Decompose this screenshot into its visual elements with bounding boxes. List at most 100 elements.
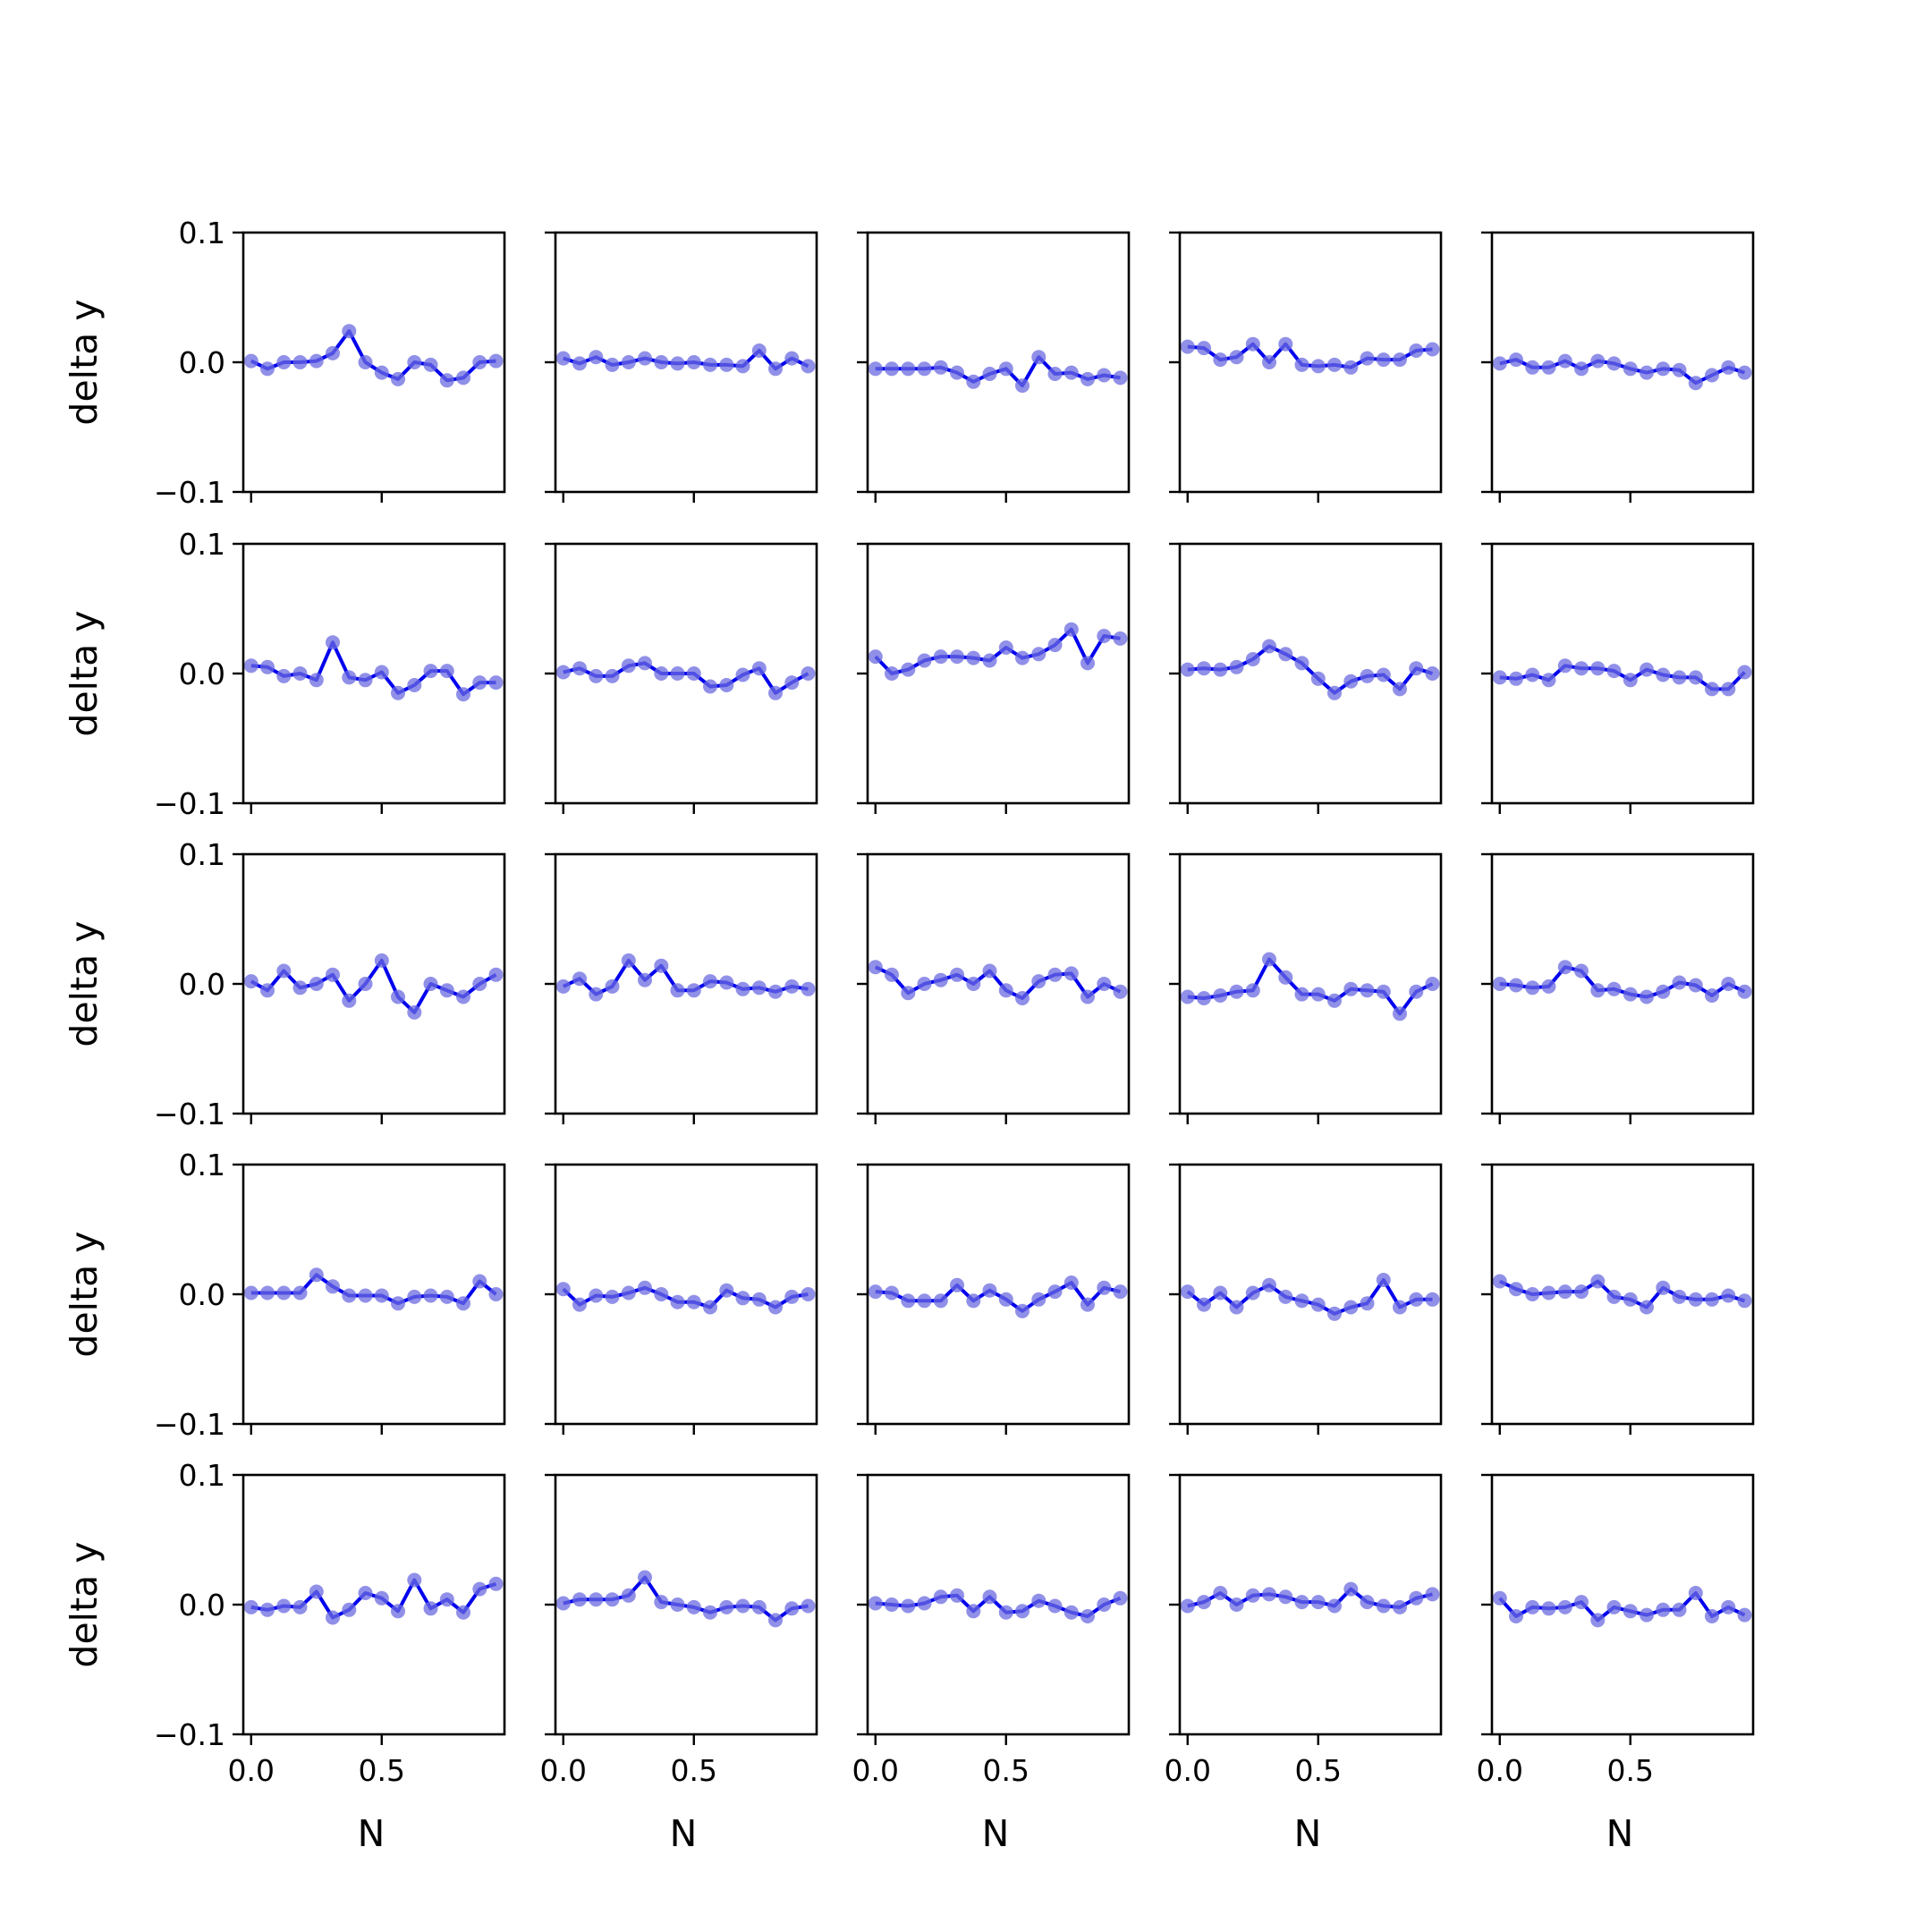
data-point <box>885 1597 899 1612</box>
data-point <box>1278 336 1293 352</box>
subplot-r3-c4 <box>1169 852 1443 1124</box>
data-point <box>950 1588 964 1603</box>
y-tick-label: −0.1 <box>154 475 225 510</box>
x-axis-label: N <box>670 1812 698 1855</box>
data-point <box>1197 661 1211 676</box>
series-line <box>1187 1587 1433 1609</box>
data-point <box>719 678 734 692</box>
data-point <box>309 977 324 991</box>
data-point <box>982 1283 997 1298</box>
data-point <box>901 1598 916 1614</box>
data-point <box>1656 667 1671 682</box>
data-point <box>243 658 258 674</box>
data-point <box>768 1613 783 1628</box>
data-point <box>1492 670 1507 685</box>
data-point <box>784 1289 800 1304</box>
data-point <box>374 1288 389 1303</box>
data-point <box>472 355 487 369</box>
data-point <box>326 1610 340 1625</box>
data-point <box>309 353 324 369</box>
data-point <box>358 1288 373 1303</box>
data-point <box>1557 1284 1572 1300</box>
data-point <box>605 1592 620 1607</box>
data-point <box>472 977 487 991</box>
data-point <box>1213 988 1228 1003</box>
data-point <box>407 1572 422 1588</box>
data-point <box>1097 1280 1112 1295</box>
data-point <box>1393 1006 1407 1021</box>
data-point <box>488 1576 504 1591</box>
data-point <box>555 1282 571 1297</box>
data-point <box>1015 1303 1030 1318</box>
data-point <box>1063 1605 1079 1620</box>
data-point <box>472 1274 487 1289</box>
data-point <box>1721 1599 1736 1614</box>
data-point <box>456 370 470 386</box>
data-point <box>555 351 571 366</box>
data-point <box>1492 1590 1507 1606</box>
data-point <box>654 355 669 369</box>
data-point <box>1080 371 1095 386</box>
data-point <box>1015 991 1030 1005</box>
data-point <box>391 371 405 386</box>
subplot-r2-c1: 0.1 0.0 −0.1 delta y <box>63 527 506 821</box>
data-point <box>1705 682 1719 697</box>
data-point <box>1245 1285 1260 1301</box>
subplot-r3-c2 <box>545 852 818 1124</box>
data-point <box>1606 1599 1622 1614</box>
data-point <box>1409 1590 1424 1606</box>
data-point <box>1409 343 1424 358</box>
data-point <box>868 960 883 975</box>
y-tick-label: 0.1 <box>179 837 225 872</box>
y-tick-label: −0.1 <box>154 1407 225 1442</box>
data-point <box>1047 1284 1063 1300</box>
data-point <box>801 1287 816 1301</box>
x-axis-label: N <box>1606 1812 1634 1855</box>
data-point <box>276 1285 292 1301</box>
data-point <box>621 953 636 968</box>
data-point <box>917 361 932 377</box>
data-point <box>998 361 1013 377</box>
data-point <box>1623 1604 1638 1619</box>
data-point <box>719 1283 734 1298</box>
subplot-r4-c3 <box>857 1163 1131 1435</box>
data-point <box>751 980 767 996</box>
data-point <box>391 685 405 700</box>
data-point <box>686 666 701 681</box>
x-axis-label: N <box>358 1812 386 1855</box>
data-point <box>1376 352 1391 368</box>
series-line <box>874 627 1121 675</box>
data-point <box>572 661 587 676</box>
data-point <box>391 1296 405 1311</box>
y-tick-label: 0.1 <box>179 216 225 250</box>
data-point <box>1541 1601 1556 1616</box>
data-point <box>1063 622 1079 637</box>
series-line <box>1186 1278 1433 1316</box>
data-point <box>1705 368 1719 383</box>
data-point <box>1705 1292 1719 1307</box>
data-point <box>1113 631 1128 646</box>
data-point <box>885 361 899 377</box>
data-point <box>276 355 292 369</box>
data-point <box>1327 685 1342 700</box>
data-point <box>1574 1595 1589 1610</box>
data-point <box>391 989 405 1004</box>
data-point <box>1640 989 1654 1004</box>
data-point <box>1590 983 1606 998</box>
data-point <box>605 668 620 683</box>
data-point <box>358 355 373 369</box>
data-point <box>1509 978 1523 993</box>
data-point <box>1047 1598 1063 1614</box>
data-point <box>703 357 717 372</box>
data-point <box>1525 1599 1540 1614</box>
data-point <box>439 373 454 388</box>
series-line <box>1187 957 1434 1016</box>
data-point <box>670 983 685 998</box>
subplot-r2-c5 <box>1481 542 1755 814</box>
data-point <box>358 977 373 991</box>
subplot-r1-c5 <box>1481 231 1755 503</box>
subplot-r3-c5 <box>1481 852 1755 1124</box>
data-point <box>1721 977 1736 991</box>
data-point <box>456 989 470 1004</box>
data-point <box>933 1293 948 1309</box>
